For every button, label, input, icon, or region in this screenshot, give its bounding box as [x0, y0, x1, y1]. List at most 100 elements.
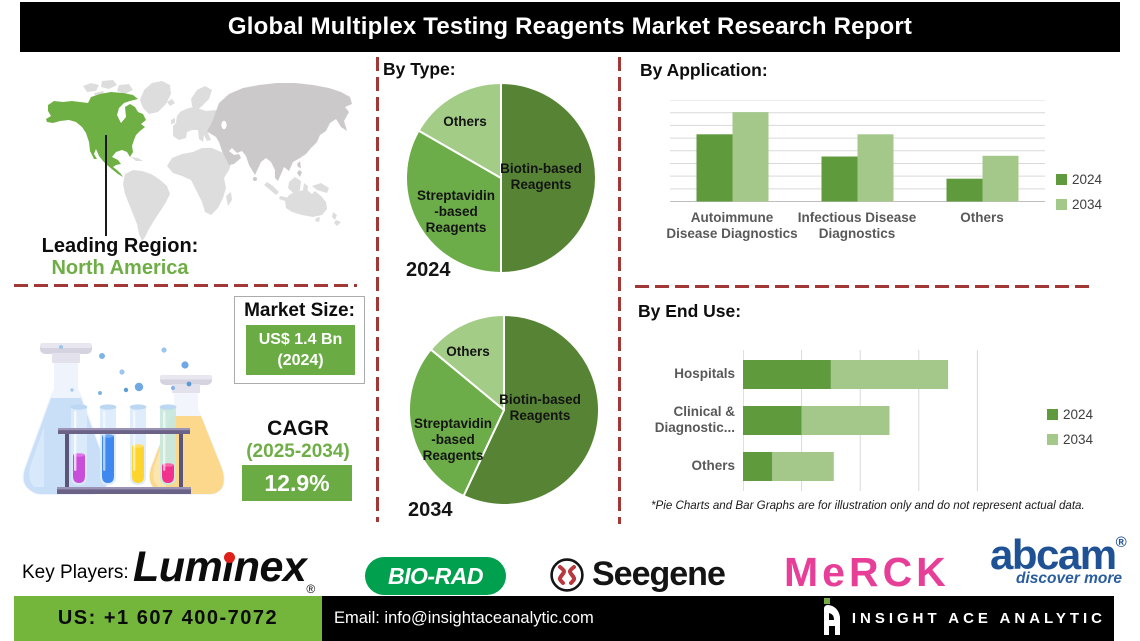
- pie-2024-biotin-label-line1: Biotin-based: [500, 161, 582, 176]
- map-north-america-region: [46, 92, 146, 177]
- eu-row1-label: Hospitals: [674, 366, 735, 381]
- seegene-text: Seegene: [592, 555, 726, 593]
- insight-ace-analytic-logo-icon: [824, 598, 840, 635]
- bar-2034: [982, 155, 1019, 202]
- pie-2024-others-label: Others: [443, 114, 487, 129]
- eu-legend-2034-label: 2034: [1063, 432, 1094, 447]
- biorad-text: BIO-RAD: [388, 562, 483, 589]
- market-size-value-box: US$ 1.4 Bn (2024): [246, 325, 355, 375]
- separator-vertical-left: [376, 57, 379, 522]
- pie-2024-strep-label-line3: Reagents: [425, 220, 487, 235]
- separator-horizontal-left: [14, 284, 357, 287]
- footer-phone: US: +1 607 400-7072: [57, 607, 279, 629]
- bar-segment-2024: [743, 406, 802, 435]
- merck-logo: MeRCK: [784, 549, 950, 596]
- abcam-tagline: discover more: [1016, 570, 1122, 587]
- app-cat3-line1: Others: [960, 210, 1004, 225]
- cagr-label: CAGR: [267, 417, 329, 440]
- pie-slice-others: [417, 82, 502, 179]
- bar-2034: [857, 134, 894, 202]
- pie-2024-strep-label-line2: -based: [434, 204, 478, 219]
- bar-2034: [732, 112, 769, 202]
- pie-2024-strep-label-line1: Streptavidin: [416, 188, 495, 203]
- pie-2034-strep-label-line3: Reagents: [422, 448, 484, 463]
- app-legend-2034-swatch: [1056, 199, 1067, 210]
- biorad-logo: BIO-RAD: [365, 557, 506, 595]
- separator-horizontal-right: [635, 285, 1090, 288]
- separator-vertical-right: [618, 57, 621, 524]
- pie-2034-strep-label-line1: Streptavidin: [413, 416, 492, 431]
- pie-2024-year-label: 2024: [406, 259, 451, 281]
- by-application-title: By Application:: [640, 60, 768, 80]
- bar-segment-2034: [772, 452, 834, 481]
- pie-2034-biotin-label-line2: Reagents: [509, 408, 571, 423]
- pie-2024-biotin-label-line2: Reagents: [510, 177, 572, 192]
- abcam-registered-mark: ®: [1115, 534, 1127, 551]
- pie-chart-2034: [408, 314, 600, 506]
- luminex-text-i: ı: [222, 543, 234, 591]
- app-cat2-line2: Diagnostics: [818, 226, 896, 241]
- app-legend-2024-label: 2024: [1072, 172, 1103, 187]
- luminex-text-post: nex: [233, 543, 307, 591]
- seegene-icon: [550, 557, 584, 592]
- footer-contact-bar: Email: info@insightaceanalytic.com INSIG…: [322, 596, 1114, 641]
- market-size-card: Market Size: US$ 1.4 Bn (2024): [234, 296, 365, 384]
- bar-2024: [821, 156, 858, 202]
- app-legend-2024-swatch: [1056, 174, 1067, 185]
- leading-region-label: Leading Region:: [41, 235, 199, 257]
- bar-segment-2034: [830, 360, 949, 389]
- pie-2034-others-label: Others: [446, 344, 490, 359]
- market-size-year: (2024): [277, 352, 324, 369]
- by-end-use-chart: [743, 350, 978, 491]
- map-pointer-line: [105, 135, 107, 236]
- market-size-title: Market Size:: [244, 300, 355, 321]
- app-cat2-line1: Infectious Disease: [797, 210, 917, 225]
- bar-2024: [946, 178, 983, 202]
- luminex-logo: Lumı nex®: [133, 543, 315, 596]
- test-tubes: [70, 404, 177, 485]
- market-size-value: US$ 1.4 Bn: [258, 331, 343, 348]
- eu-legend-2034: 2034: [1047, 432, 1093, 447]
- eu-row2-label-line2: Diagnostic...: [654, 420, 735, 435]
- eu-legend-2024-swatch: [1047, 409, 1058, 420]
- leading-region-value: North America: [51, 257, 189, 279]
- world-map: [46, 80, 352, 241]
- map-caspian-sea: [221, 120, 227, 130]
- bar-segment-2024: [743, 360, 831, 389]
- test-tube-rack: [57, 428, 191, 494]
- footer-email: Email: info@insightaceanalytic.com: [334, 609, 594, 627]
- abcam-logo: abcam®: [990, 531, 1127, 579]
- eu-row2-label-line1: Clinical &: [673, 404, 735, 419]
- merck-text: MeRCK: [784, 549, 950, 595]
- luminex-text-pre: Lum: [133, 543, 223, 591]
- eu-legend-2034-swatch: [1047, 434, 1058, 445]
- pie-slice-streptavidin-based: [405, 129, 502, 274]
- pie-2034-year-label: 2034: [408, 499, 453, 521]
- footer-brand-text: INSIGHT ACE ANALYTIC: [851, 610, 1106, 627]
- footer-phone-bar: US: +1 607 400-7072: [14, 596, 322, 641]
- pie-slice-biotin-based: [500, 82, 597, 274]
- by-end-use-title: By End Use:: [638, 301, 742, 321]
- eu-row3-label: Others: [691, 458, 735, 473]
- luminex-red-dot-icon: [224, 552, 236, 563]
- app-cat1-line2: Disease Diagnostics: [666, 226, 798, 241]
- pie-slice-streptavidin-based: [408, 348, 505, 497]
- header-bar: Global Multiplex Testing Reagents Market…: [20, 2, 1120, 52]
- pie-slice-biotin-based: [462, 314, 600, 506]
- pie-slice-others: [429, 314, 505, 411]
- bar-segment-2034: [801, 406, 890, 435]
- disclaimer-note: *Pie Charts and Bar Graphs are for illus…: [651, 499, 1085, 512]
- pie-2034-biotin-label-line1: Biotin-based: [499, 392, 581, 407]
- map-other-regions: [83, 80, 341, 241]
- seegene-logo: Seegene: [549, 555, 726, 594]
- cagr-value-box: 12.9%: [242, 465, 352, 501]
- key-players-label: Key Players:: [22, 562, 129, 583]
- app-cat1-line1: Autoimmune: [690, 210, 774, 225]
- bar-segment-2024: [743, 452, 773, 481]
- abcam-text: abcam: [990, 531, 1117, 578]
- bubbles: [59, 345, 192, 395]
- luminex-registered-mark: ®: [306, 582, 316, 596]
- by-application-chart: [670, 100, 1045, 202]
- pie-2034-strep-label-line2: -based: [431, 432, 475, 447]
